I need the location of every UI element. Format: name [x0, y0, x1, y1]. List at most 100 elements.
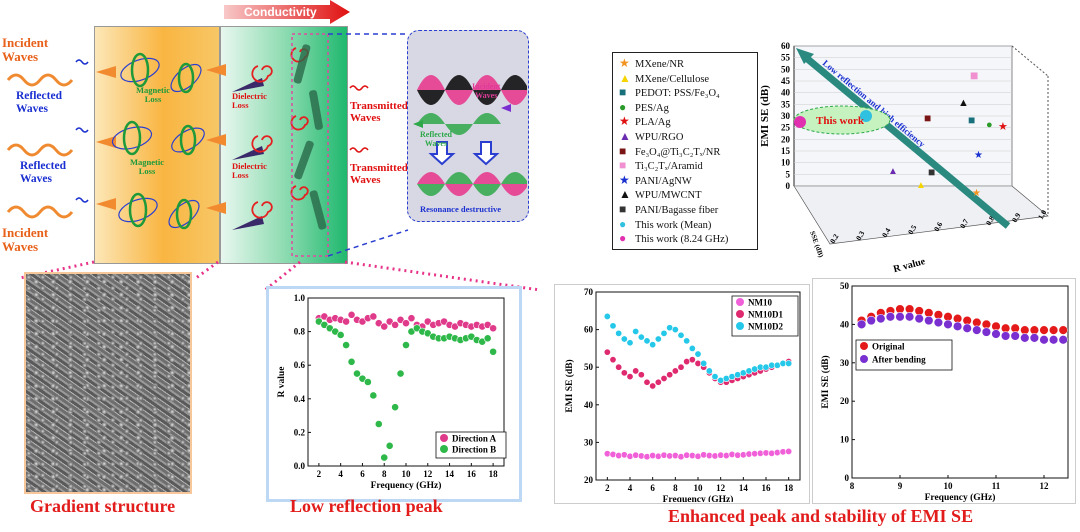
legend-3d-label: MXene/NR: [635, 59, 684, 70]
data-point: [632, 327, 640, 335]
legend-3d-label: WPU/RGO: [635, 132, 684, 143]
data-point: [785, 447, 793, 455]
y-tick-label: 50: [584, 362, 594, 372]
star-marker-icon: ★: [619, 172, 630, 187]
z-tick-label: 30: [781, 111, 791, 121]
comparison-marker: ■: [924, 111, 931, 125]
comparison-marker: ■: [968, 113, 975, 127]
y-tick-label: 0.6: [294, 360, 306, 370]
data-point: [660, 329, 668, 337]
z-tick-label: 15: [781, 146, 791, 156]
comparison-marker: ■: [928, 165, 935, 179]
y-axis-label: SSE (dB): [808, 230, 825, 259]
this-work-mean-point: [860, 110, 872, 122]
x-tick-label: 12: [423, 469, 433, 479]
legend-label: Original: [872, 342, 905, 352]
data-point: [683, 337, 691, 345]
z-tick-label: 55: [781, 53, 791, 63]
data-point: [643, 378, 651, 386]
data-point: [483, 334, 492, 343]
data-point: [654, 335, 662, 343]
data-point: [609, 322, 617, 330]
transmitted-label-2: Transmitted Waves: [350, 162, 408, 186]
x-tick-label: 4: [628, 483, 633, 493]
z-axis-label: EMI SE (dB): [760, 85, 771, 147]
comparison-marker: ▲: [916, 180, 926, 191]
data-point: [1020, 333, 1030, 343]
z-tick-label: 5: [786, 169, 791, 179]
legend-marker: [736, 298, 744, 306]
data-point: [347, 310, 356, 319]
z-tick-label: 25: [781, 123, 791, 133]
legend-3d-label: PES/Ag: [635, 102, 669, 114]
data-point: [694, 350, 702, 358]
y-tick-label: 30: [840, 358, 850, 368]
circle-marker-icon: ●: [619, 231, 627, 246]
circle-marker-icon: ●: [619, 99, 627, 114]
r-tick-label: 0.9: [1010, 211, 1023, 224]
square-marker-icon: ■: [619, 143, 627, 158]
legend-marker: [860, 355, 868, 363]
data-point: [1000, 331, 1011, 341]
data-point: [615, 329, 623, 337]
x-tick-label: 16: [762, 483, 772, 493]
data-point: [933, 317, 944, 328]
data-point: [391, 403, 400, 412]
data-point: [489, 347, 498, 356]
data-point: [700, 451, 708, 459]
data-point: [711, 452, 719, 460]
data-point: [943, 319, 953, 330]
legend-3d-item: ■ Ti₃C₂Tₓ/Aramid: [619, 159, 703, 172]
legend-3d: ★ MXene/NR ▲ MXene/Cellulose ■ PEDOT: PSS/Fe₃…: [612, 52, 758, 250]
legend-3d-item: ▲ WPU/RGO: [619, 130, 683, 143]
comparison-marker: ●: [986, 119, 993, 131]
data-point: [671, 326, 679, 334]
resonance-reflected-label: Reflected Waves: [420, 130, 452, 148]
triangle-marker-icon: ▲: [619, 70, 631, 85]
data-point: [637, 452, 645, 460]
legend-marker: [440, 445, 448, 453]
data-point: [728, 450, 736, 458]
data-point: [972, 325, 982, 335]
z-tick-label: 50: [781, 64, 791, 74]
data-point: [677, 331, 685, 339]
data-point: [739, 451, 747, 459]
data-point: [402, 319, 410, 328]
data-point: [369, 312, 378, 321]
data-point: [711, 373, 719, 381]
data-point: [615, 452, 623, 460]
legend-3d-item: ★ MXene/NR: [619, 57, 684, 70]
x-tick-label: 12: [1040, 481, 1050, 491]
legend-label: Direction A: [452, 434, 497, 444]
legend-3d-label: PANI/Bagasse fiber: [635, 205, 719, 216]
dielectric-layer: [220, 26, 348, 264]
data-point: [660, 451, 668, 459]
x-tick-label: 2: [317, 469, 322, 479]
data-point: [1048, 335, 1059, 345]
data-point: [1039, 335, 1049, 345]
x-tick-label: 16: [467, 469, 477, 479]
data-point: [380, 453, 389, 462]
data-point: [626, 373, 634, 381]
data-point: [489, 324, 498, 333]
legend-3d-label: WPU/MWCNT: [635, 190, 702, 202]
x-tick-label: 10: [402, 469, 412, 479]
y-tick-label: 50: [840, 281, 850, 291]
conductivity-arrow: [224, 0, 350, 24]
data-point: [649, 452, 657, 460]
legend-3d-item: ■ PEDOT: PSS/Fe₃O₄: [619, 86, 720, 99]
r-tick-label: 0.7: [958, 217, 971, 230]
legend-3d-label: PEDOT: PSS/Fe₃O₄: [635, 88, 720, 100]
data-point: [620, 451, 628, 459]
x-tick-label: 10: [944, 481, 954, 491]
y-tick-label: 0.4: [294, 394, 306, 404]
legend-3d-item: ■ PANI/Bagasse fiber: [619, 203, 718, 216]
y-tick-label: 0.8: [294, 327, 306, 337]
y-tick-label: 20: [584, 475, 594, 485]
data-point: [981, 327, 992, 337]
legend-3d-label: PLA/Ag: [635, 117, 671, 129]
data-point: [637, 371, 645, 379]
legend-3d-item: ▲ WPU/MWCNT: [619, 188, 702, 201]
incident-label-2: Incident Waves: [2, 225, 49, 254]
